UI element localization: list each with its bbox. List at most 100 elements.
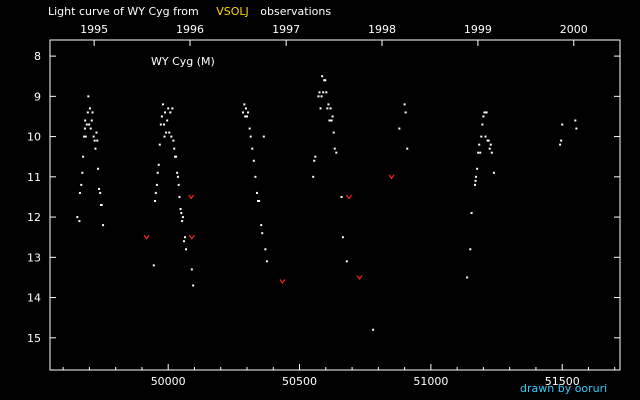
observation-point	[181, 220, 184, 223]
observation-point	[176, 171, 179, 174]
observation-point	[180, 212, 183, 215]
observation-point	[84, 135, 87, 138]
observation-point	[181, 216, 184, 219]
observation-point	[474, 183, 477, 186]
observation-point	[398, 127, 401, 130]
observation-point	[98, 187, 101, 190]
observation-point	[340, 195, 343, 198]
observation-point	[167, 107, 170, 110]
observation-point	[178, 195, 181, 198]
observation-point	[81, 171, 84, 174]
observation-point	[155, 183, 158, 186]
observation-point	[254, 175, 257, 178]
observation-point	[97, 167, 100, 170]
observation-point	[312, 175, 315, 178]
observation-point	[159, 123, 162, 126]
fainter-than-point	[143, 234, 150, 240]
observation-point	[327, 103, 330, 106]
observation-point	[257, 199, 260, 202]
observation-point	[261, 232, 264, 235]
observation-point	[152, 264, 155, 267]
title-part-2: VSOLJ	[216, 5, 249, 18]
fainter-than-point	[345, 194, 352, 200]
observation-point	[255, 191, 258, 194]
data-points	[76, 75, 578, 331]
observation-point	[249, 135, 252, 138]
observation-point	[406, 147, 409, 150]
y-tick-label: 15	[27, 332, 41, 345]
observation-point	[86, 111, 89, 114]
observation-point	[244, 107, 247, 110]
year-tick-label: 1997	[272, 23, 300, 36]
observation-point	[161, 103, 164, 106]
observation-point	[470, 212, 473, 215]
observation-point	[93, 139, 96, 142]
credit-label: drawn by ooruri	[520, 382, 607, 395]
observation-point	[91, 111, 94, 114]
observation-point	[474, 179, 477, 182]
observation-point	[318, 91, 321, 94]
observation-point	[485, 111, 488, 114]
observation-point	[84, 119, 87, 122]
observation-point	[76, 216, 79, 219]
observation-point	[87, 95, 90, 98]
observation-point	[252, 159, 255, 162]
observation-point	[477, 151, 480, 154]
observation-point	[171, 107, 174, 110]
observation-point	[78, 220, 81, 223]
observation-point	[90, 119, 93, 122]
observation-point	[102, 224, 105, 227]
observation-point	[185, 248, 188, 251]
x-tick-label: 50000	[151, 375, 186, 388]
observation-point	[490, 151, 493, 154]
observation-point	[483, 111, 486, 114]
observation-point	[575, 127, 578, 130]
observation-point	[80, 183, 83, 186]
observation-point	[244, 115, 247, 118]
observation-point	[246, 115, 249, 118]
observation-point	[332, 131, 335, 134]
year-tick-label: 2000	[560, 23, 588, 36]
observation-point	[560, 139, 563, 142]
observation-point	[89, 127, 92, 130]
observation-point	[264, 248, 267, 251]
observation-point	[574, 119, 577, 122]
observation-point	[99, 191, 102, 194]
observation-point	[488, 147, 491, 150]
y-tick-label: 9	[34, 90, 41, 103]
fainter-than-point	[188, 234, 195, 240]
observation-point	[96, 139, 99, 142]
observation-point	[403, 103, 406, 106]
axis-ticks: 50000 50500 51000 51500 1995 1996 1997 1998 1999…	[27, 23, 620, 388]
observation-point	[335, 151, 338, 154]
observation-point	[345, 260, 348, 263]
observation-point	[475, 175, 478, 178]
observation-point	[313, 159, 316, 162]
observation-point	[326, 107, 329, 110]
observation-point	[163, 135, 166, 138]
observation-point	[481, 123, 484, 126]
x-tick-label: 50500	[282, 375, 317, 388]
observation-point	[480, 135, 483, 138]
observation-point	[100, 204, 103, 206]
observation-point	[328, 119, 331, 122]
observation-point	[174, 155, 177, 158]
observation-point	[341, 236, 344, 239]
observation-point	[175, 155, 178, 158]
observation-point	[258, 199, 261, 202]
star-label: WY Cyg (M)	[151, 55, 215, 68]
observation-point	[372, 328, 375, 331]
observation-point	[157, 163, 160, 166]
observation-point	[92, 135, 95, 138]
fainter-than-point	[188, 194, 195, 200]
observation-point	[158, 143, 161, 146]
observation-point	[179, 208, 182, 211]
observation-point	[404, 111, 407, 114]
year-tick-label: 1999	[464, 23, 492, 36]
y-tick-label: 8	[34, 50, 41, 63]
observation-point	[466, 276, 469, 279]
observation-point	[561, 123, 564, 126]
observation-point	[469, 248, 472, 251]
